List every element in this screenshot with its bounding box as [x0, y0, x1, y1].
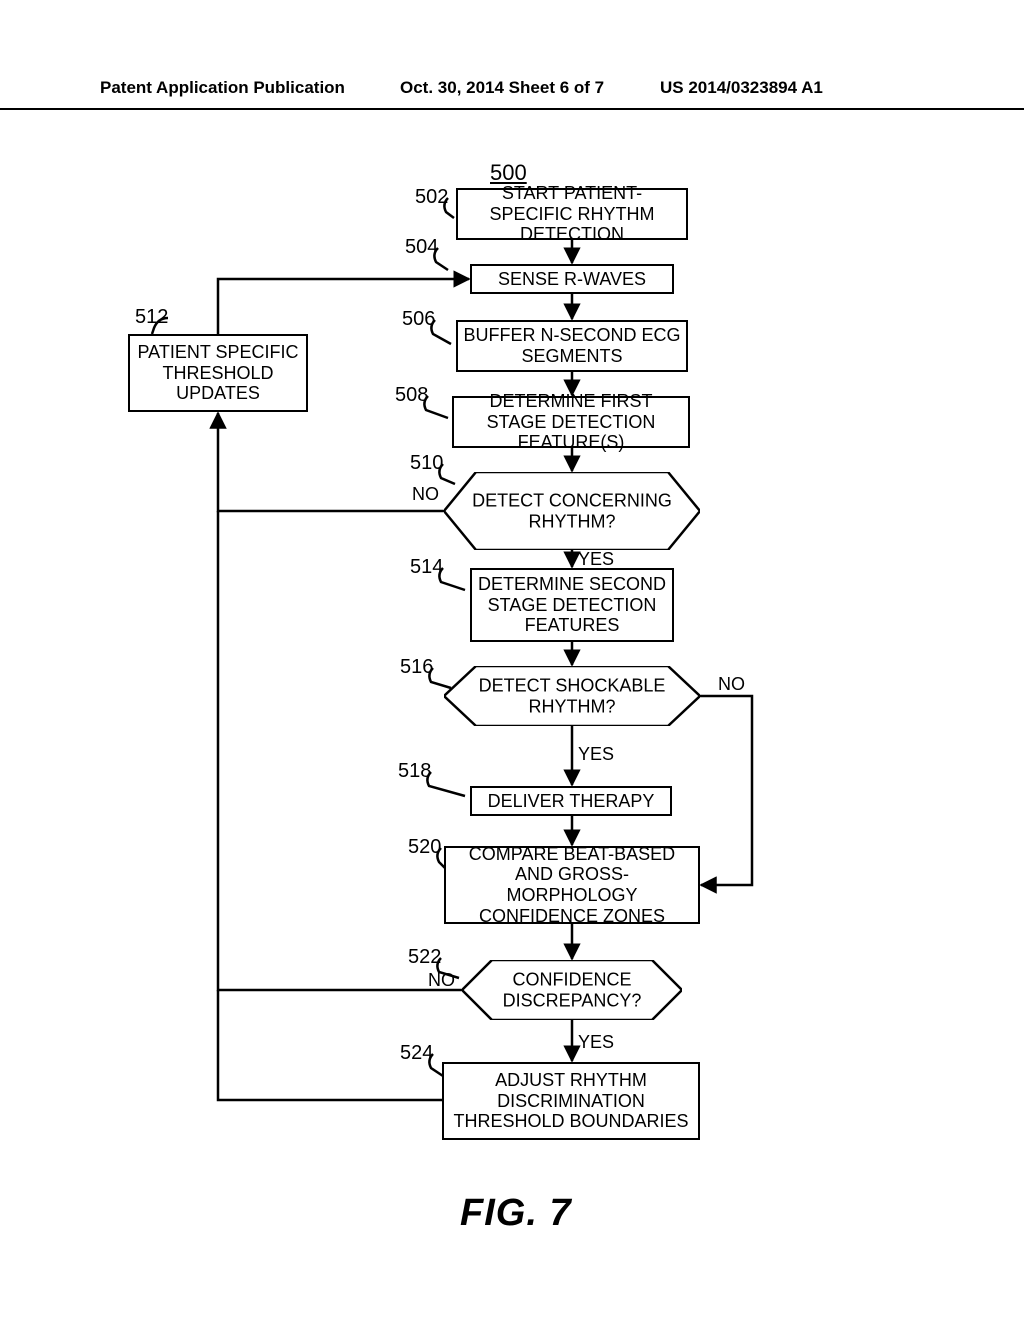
refnum-508: 508: [395, 384, 428, 407]
decision-concerning-rhythm-text: DETECT CONCERNING RHYTHM?: [444, 490, 700, 531]
refnum-514: 514: [410, 556, 443, 579]
decision-concerning-rhythm: DETECT CONCERNING RHYTHM?: [444, 472, 700, 550]
page: Patent Application Publication Oct. 30, …: [0, 0, 1024, 1320]
refnum-506: 506: [402, 308, 435, 331]
refnum-520: 520: [408, 836, 441, 859]
decision-shockable-rhythm-text: DETECT SHOCKABLE RHYTHM?: [444, 675, 700, 716]
refnum-502: 502: [415, 186, 448, 209]
refnum-510: 510: [410, 452, 443, 475]
refnum-524: 524: [400, 1042, 433, 1065]
refnum-512: 512: [135, 306, 168, 329]
box-first-stage: DETERMINE FIRST STAGE DETECTION FEATURE(…: [452, 396, 690, 448]
edge-label-522-yes: YES: [578, 1032, 614, 1053]
box-start-text: START PATIENT-SPECIFIC RHYTHM DETECTION: [462, 183, 682, 245]
box-compare-zones: COMPARE BEAT-BASED AND GROSS-MORPHOLOGY …: [444, 846, 700, 924]
refnum-504: 504: [405, 236, 438, 259]
box-start: START PATIENT-SPECIFIC RHYTHM DETECTION: [456, 188, 688, 240]
decision-confidence-discrepancy-text: CONFIDENCE DISCREPANCY?: [462, 969, 682, 1010]
refnum-516: 516: [400, 656, 433, 679]
box-buffer-ecg: BUFFER N-SECOND ECG SEGMENTS: [456, 320, 688, 372]
box-threshold-updates: PATIENT SPECIFIC THRESHOLD UPDATES: [128, 334, 308, 412]
header-center: Oct. 30, 2014 Sheet 6 of 7: [400, 78, 604, 98]
box-threshold-updates-text: PATIENT SPECIFIC THRESHOLD UPDATES: [134, 342, 302, 404]
edge-label-516-yes: YES: [578, 744, 614, 765]
box-adjust-thresholds-text: ADJUST RHYTHM DISCRIMINATION THRESHOLD B…: [448, 1070, 694, 1132]
box-second-stage: DETERMINE SECOND STAGE DETECTION FEATURE…: [470, 568, 674, 642]
refnum-518: 518: [398, 760, 431, 783]
edge-label-516-no: NO: [718, 674, 745, 695]
decision-confidence-discrepancy: CONFIDENCE DISCREPANCY?: [462, 960, 682, 1020]
page-header: Patent Application Publication Oct. 30, …: [0, 78, 1024, 110]
header-left: Patent Application Publication: [100, 78, 345, 98]
box-second-stage-text: DETERMINE SECOND STAGE DETECTION FEATURE…: [476, 574, 668, 636]
box-deliver-therapy-text: DELIVER THERAPY: [488, 791, 655, 812]
box-adjust-thresholds: ADJUST RHYTHM DISCRIMINATION THRESHOLD B…: [442, 1062, 700, 1140]
box-first-stage-text: DETERMINE FIRST STAGE DETECTION FEATURE(…: [458, 391, 684, 453]
decision-shockable-rhythm: DETECT SHOCKABLE RHYTHM?: [444, 666, 700, 726]
header-right: US 2014/0323894 A1: [660, 78, 823, 98]
edge-label-510-yes: YES: [578, 549, 614, 570]
box-compare-zones-text: COMPARE BEAT-BASED AND GROSS-MORPHOLOGY …: [450, 844, 694, 927]
box-buffer-ecg-text: BUFFER N-SECOND ECG SEGMENTS: [462, 325, 682, 366]
box-sense-rwaves: SENSE R-WAVES: [470, 264, 674, 294]
edge-label-522-no: NO: [428, 970, 455, 991]
box-deliver-therapy: DELIVER THERAPY: [470, 786, 672, 816]
figure-caption: FIG. 7: [460, 1192, 572, 1235]
refnum-522: 522: [408, 946, 441, 969]
box-sense-rwaves-text: SENSE R-WAVES: [498, 269, 646, 290]
edge-label-510-no: NO: [412, 484, 439, 505]
